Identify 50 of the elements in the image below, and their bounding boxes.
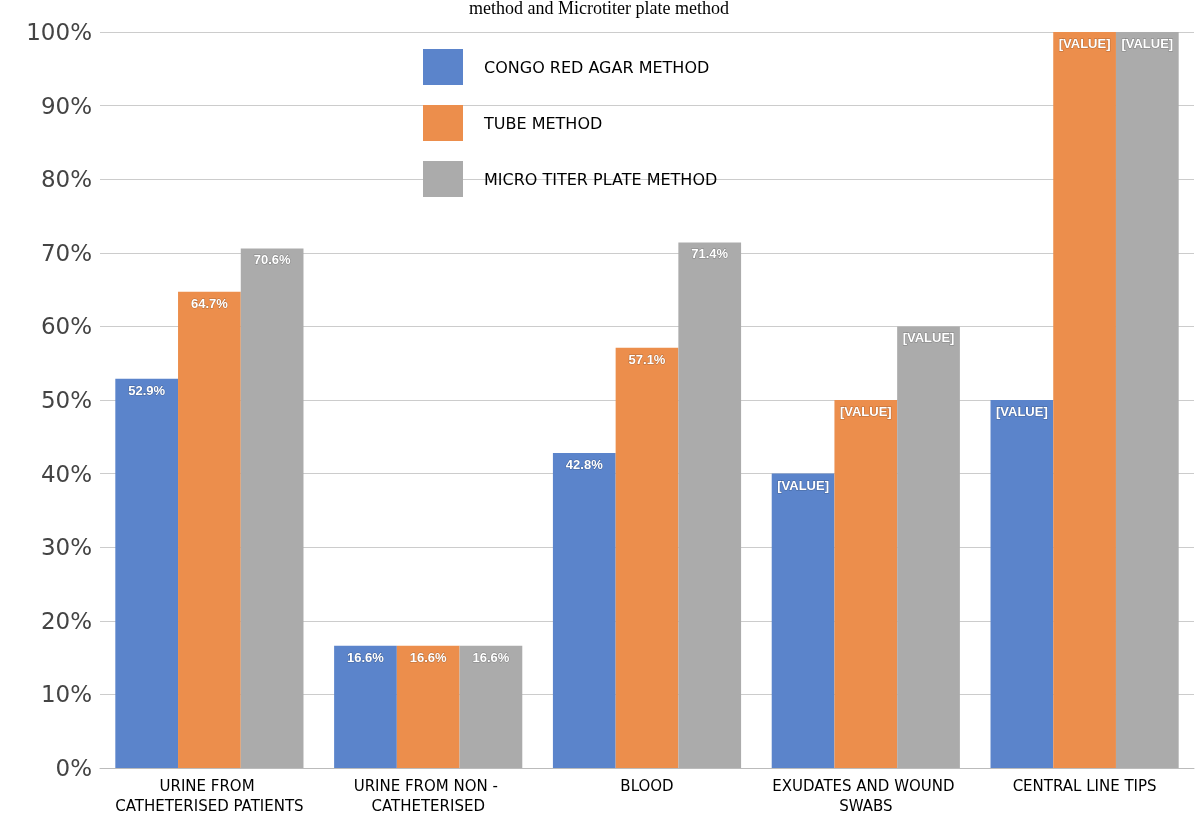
y-tick-label: 100% xyxy=(26,19,92,45)
y-tick-label: 30% xyxy=(40,534,92,561)
legend-label: MICRO TITER PLATE METHOD xyxy=(484,169,718,189)
y-tick-label: 60% xyxy=(40,313,92,340)
data-label: [VALUE] xyxy=(995,404,1048,419)
bar xyxy=(178,291,241,768)
data-label: 16.6% xyxy=(472,649,510,665)
data-label: 42.8% xyxy=(565,456,604,472)
bar xyxy=(552,452,616,768)
data-label: 64.7% xyxy=(190,295,229,311)
bar xyxy=(459,645,523,768)
y-tick-label: 80% xyxy=(40,166,92,193)
chart-title: method and Microtiter plate method xyxy=(469,0,729,18)
bar xyxy=(1115,32,1179,768)
data-label: 16.6% xyxy=(347,649,385,665)
x-tick-label: CENTRAL LINE TIPS xyxy=(1012,777,1157,795)
x-tick-label: EXUDATES AND WOUND SWABS xyxy=(772,777,960,815)
data-label: 52.9% xyxy=(128,382,166,398)
x-tick-label: URINE FROM CATHETERISED PATIENTS xyxy=(115,777,304,815)
legend-label: TUBE METHOD xyxy=(483,113,603,133)
data-label: [VALUE] xyxy=(839,404,892,419)
bar xyxy=(771,473,835,768)
y-tick-label: 50% xyxy=(40,387,92,413)
y-tick-label: 90% xyxy=(40,92,92,119)
data-label: 70.6% xyxy=(253,252,291,268)
y-tick-label: 10% xyxy=(40,681,92,708)
bar xyxy=(334,645,397,768)
y-tick-label: 70% xyxy=(40,239,92,266)
bar xyxy=(240,248,304,768)
y-tick-label: 20% xyxy=(40,607,92,634)
legend-label: CONGO RED AGAR METHOD xyxy=(484,57,710,77)
bar xyxy=(834,400,898,768)
data-label: [VALUE] xyxy=(902,330,955,346)
data-label: 57.1% xyxy=(628,351,666,367)
x-tick-label: URINE FROM NON - CATHETERISED xyxy=(353,777,503,815)
x-tick-label: BLOOD xyxy=(620,777,674,795)
data-label: 16.6% xyxy=(409,649,448,665)
bar xyxy=(990,400,1054,768)
data-label: [VALUE] xyxy=(777,477,829,493)
data-label: [VALUE] xyxy=(1121,36,1174,51)
bar xyxy=(115,378,179,768)
data-label: 71.4% xyxy=(691,246,729,262)
y-tick-label: 0% xyxy=(55,755,92,781)
bar xyxy=(678,242,742,768)
bar xyxy=(897,326,960,768)
bar xyxy=(396,645,460,768)
bar xyxy=(1053,32,1116,768)
y-tick-label: 40% xyxy=(40,460,92,487)
data-label: [VALUE] xyxy=(1058,36,1111,51)
bar xyxy=(615,347,679,768)
